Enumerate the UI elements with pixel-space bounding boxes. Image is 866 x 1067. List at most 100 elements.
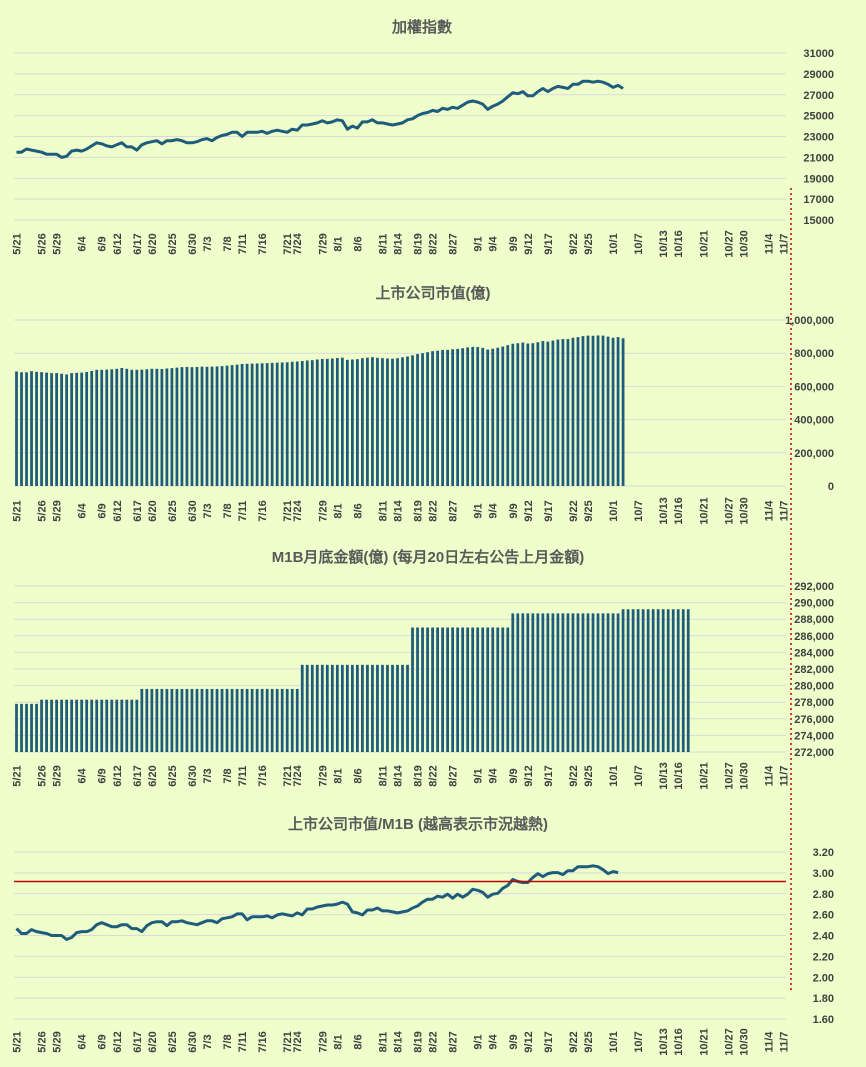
x-tick-label-2-26: 9/9	[508, 503, 520, 518]
bar-2-53	[280, 362, 284, 486]
bar-2-82	[426, 352, 429, 486]
bar-2-64	[335, 358, 339, 486]
bar-3-53	[280, 688, 284, 752]
chart-marks: 31000 29000 27000 25000 23000 21000 19000 17000…	[12, 48, 834, 1056]
bar-2-78	[406, 356, 409, 486]
bar-2-33	[180, 367, 184, 486]
x-tick-label-3-13: 7/16	[257, 765, 269, 786]
bar-2-85	[441, 349, 444, 486]
bar-3-83	[431, 627, 434, 752]
x-tick-label-3-31: 10/1	[608, 765, 620, 786]
x-tick-label-4-7: 6/20	[147, 1031, 159, 1052]
x-tick-label-1-23: 8/27	[448, 233, 460, 254]
x-tick-label-1-5: 6/12	[112, 233, 124, 254]
x-tick-label-3-3: 6/4	[77, 767, 89, 783]
bar-3-27	[150, 688, 154, 752]
bar-3-112	[576, 613, 580, 752]
y-tick-label-2-1: 800,000	[794, 348, 834, 360]
bar-3-67	[350, 664, 354, 752]
x-tick-label-2-39: 11/7	[778, 501, 790, 522]
bar-2-104	[536, 342, 540, 486]
bar-3-6	[45, 699, 48, 752]
x-tick-label-2-38: 11/4	[763, 500, 775, 522]
bar-3-72	[376, 664, 379, 752]
series-line-1	[16, 79, 624, 159]
bar-2-100	[516, 343, 520, 486]
x-tick-label-2-3: 6/4	[77, 502, 89, 518]
x-tick-label-4-13: 7/16	[257, 1031, 269, 1052]
bar-2-13	[80, 372, 84, 486]
bar-2-18	[105, 369, 109, 486]
bar-3-99	[511, 613, 515, 752]
x-tick-label-1-10: 7/3	[202, 236, 214, 251]
bar-2-1	[20, 372, 23, 486]
bar-2-81	[421, 353, 424, 486]
x-tick-label-3-1: 5/26	[37, 765, 49, 786]
bar-2-91	[471, 346, 475, 486]
bar-3-8	[55, 699, 58, 752]
bar-2-6	[45, 372, 48, 486]
bar-2-73	[381, 358, 384, 486]
bar-2-45	[240, 363, 244, 486]
x-tick-label-1-39: 11/7	[778, 234, 790, 255]
bar-3-44	[235, 688, 239, 752]
bar-3-116	[596, 613, 600, 752]
bar-2-52	[275, 362, 279, 486]
x-tick-label-3-16: 7/29	[317, 765, 329, 786]
bar-3-85	[441, 627, 444, 752]
bar-3-35	[190, 688, 194, 752]
x-tick-label-2-15: 7/24	[292, 499, 304, 521]
bar-3-84	[436, 627, 439, 752]
y-tick-label-4-3: 2.60	[813, 910, 834, 922]
y-tick-label-1-6: 19000	[803, 173, 834, 185]
bar-2-112	[576, 337, 580, 486]
bar-3-43	[230, 688, 234, 752]
x-tick-label-4-17: 8/1	[332, 1034, 344, 1049]
bar-2-38	[205, 366, 209, 486]
x-tick-label-4-10: 7/3	[202, 1034, 214, 1049]
bar-3-120	[616, 613, 620, 752]
bar-2-77	[401, 357, 404, 486]
bar-3-101	[521, 613, 525, 752]
bar-3-82	[426, 627, 429, 752]
y-tick-label-1-3: 25000	[803, 111, 834, 123]
bar-2-102	[526, 343, 530, 486]
x-tick-label-3-30: 9/25	[583, 765, 595, 786]
x-tick-label-1-22: 8/22	[428, 233, 440, 254]
x-tick-label-1-21: 8/19	[413, 233, 425, 254]
x-tick-label-3-20: 8/14	[392, 764, 404, 786]
bar-3-95	[491, 627, 495, 752]
x-tick-label-4-18: 8/6	[352, 1034, 364, 1049]
bar-3-59	[310, 664, 314, 752]
bar-2-86	[446, 349, 450, 486]
bar-2-121	[621, 338, 625, 486]
x-tick-label-3-11: 7/8	[222, 768, 234, 783]
x-tick-label-1-36: 10/27	[723, 230, 735, 258]
chart-4-title: 上市公司市值/M1B (越高表示市況越熱)	[288, 815, 548, 833]
bar-2-51	[270, 362, 274, 486]
bar-2-28	[155, 368, 159, 486]
chart-2-title: 上市公司市值(億)	[376, 284, 491, 302]
bar-3-18	[105, 699, 109, 752]
x-tick-label-2-18: 8/6	[352, 503, 364, 518]
bar-3-25	[140, 688, 144, 752]
bar-3-129	[661, 609, 665, 752]
bar-2-61	[320, 359, 324, 486]
bar-2-16	[95, 369, 99, 486]
x-tick-label-2-32: 10/7	[633, 500, 645, 521]
bar-2-116	[596, 335, 600, 486]
x-tick-label-1-24: 9/1	[473, 236, 485, 251]
bar-2-113	[581, 336, 585, 486]
x-tick-label-1-14: 7/21	[282, 233, 294, 254]
x-tick-label-4-9: 6/30	[187, 1031, 199, 1052]
y-tick-label-3-5: 282,000	[794, 664, 834, 676]
x-tick-label-1-15: 7/24	[292, 232, 304, 254]
bar-2-98	[506, 345, 510, 486]
bar-3-123	[631, 609, 635, 752]
bar-2-47	[250, 363, 254, 486]
bar-3-89	[461, 627, 465, 752]
bar-3-104	[536, 613, 540, 752]
x-tick-label-4-30: 9/25	[583, 1031, 595, 1052]
x-tick-label-2-27: 9/12	[523, 500, 535, 521]
x-tick-label-1-7: 6/20	[147, 233, 159, 254]
